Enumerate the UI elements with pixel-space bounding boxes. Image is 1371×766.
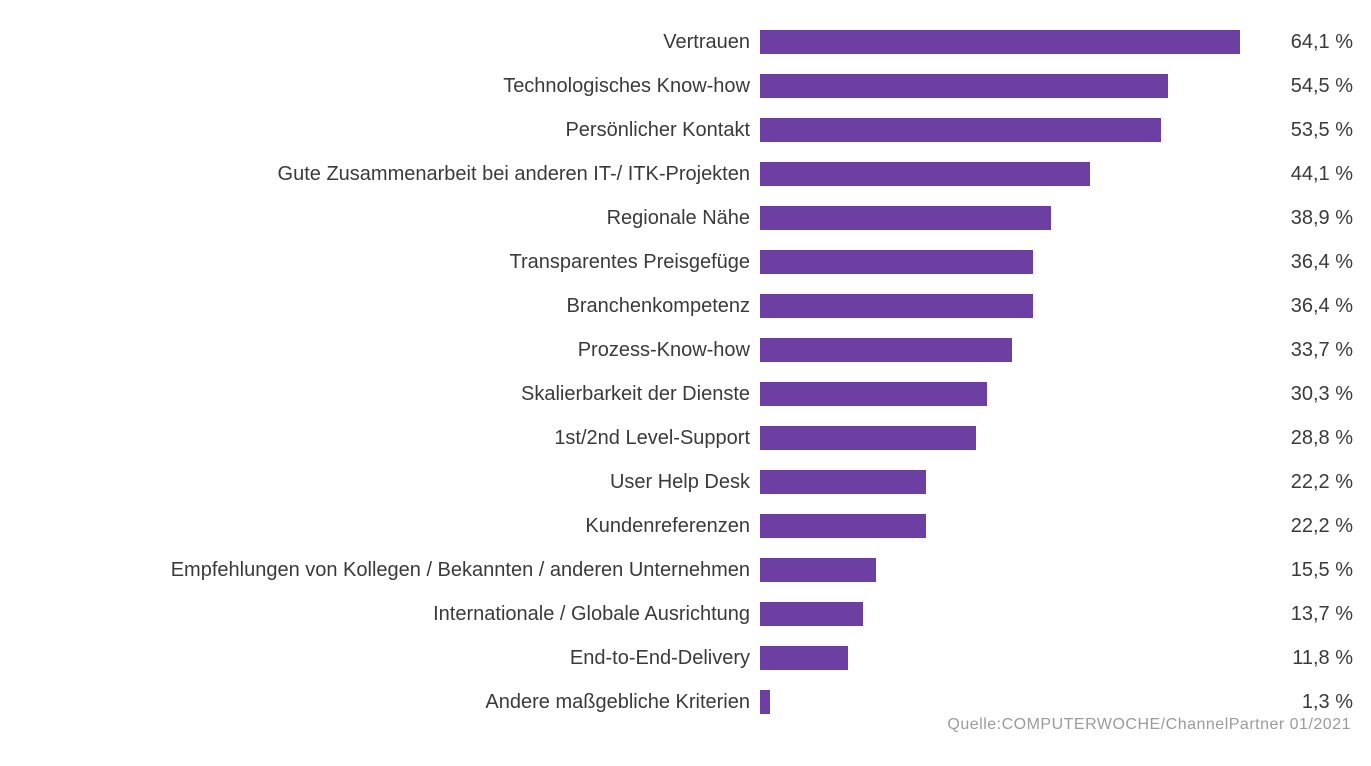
bar-fill bbox=[760, 514, 926, 538]
bar-row: Prozess-Know-how 33,7 % bbox=[0, 328, 1371, 372]
bar-track bbox=[760, 152, 1261, 196]
bar-track bbox=[760, 372, 1261, 416]
bar-label: Technologisches Know-how bbox=[0, 75, 760, 98]
bar-value: 54,5 % bbox=[1261, 75, 1371, 98]
bar-label: Andere maßgebliche Kriterien bbox=[0, 691, 760, 714]
bar-value: 44,1 % bbox=[1261, 163, 1371, 186]
bar-value: 15,5 % bbox=[1261, 559, 1371, 582]
bar-label: Prozess-Know-how bbox=[0, 339, 760, 362]
bar-fill bbox=[760, 382, 987, 406]
bar-row: Internationale / Globale Ausrichtung 13,7… bbox=[0, 592, 1371, 636]
bar-track bbox=[760, 108, 1261, 152]
bar-track bbox=[760, 416, 1261, 460]
bar-fill bbox=[760, 30, 1240, 54]
bar-track bbox=[760, 328, 1261, 372]
bar-label: 1st/2nd Level-Support bbox=[0, 427, 760, 450]
bar-fill bbox=[760, 690, 770, 714]
bar-track bbox=[760, 20, 1261, 64]
bar-value: 30,3 % bbox=[1261, 383, 1371, 406]
bar-track bbox=[760, 592, 1261, 636]
bar-fill bbox=[760, 558, 876, 582]
bar-track bbox=[760, 240, 1261, 284]
bar-label: Persönlicher Kontakt bbox=[0, 119, 760, 142]
bar-row: End-to-End-Delivery 11,8 % bbox=[0, 636, 1371, 680]
bar-value: 1,3 % bbox=[1261, 691, 1371, 714]
bar-fill bbox=[760, 250, 1033, 274]
bar-label: Kundenreferenzen bbox=[0, 515, 760, 538]
bar-label: Empfehlungen von Kollegen / Bekannten / … bbox=[0, 559, 760, 582]
bar-label: Branchenkompetenz bbox=[0, 295, 760, 318]
bar-fill bbox=[760, 338, 1012, 362]
bar-value: 28,8 % bbox=[1261, 427, 1371, 450]
bar-fill bbox=[760, 426, 976, 450]
bar-label: Transparentes Preisgefüge bbox=[0, 251, 760, 274]
bar-track bbox=[760, 460, 1261, 504]
bar-fill bbox=[760, 206, 1051, 230]
bar-row: Regionale Nähe 38,9 % bbox=[0, 196, 1371, 240]
bar-value: 22,2 % bbox=[1261, 515, 1371, 538]
bar-row: Kundenreferenzen 22,2 % bbox=[0, 504, 1371, 548]
bar-row: Gute Zusammenarbeit bei anderen IT-/ ITK… bbox=[0, 152, 1371, 196]
bar-row: Skalierbarkeit der Dienste 30,3 % bbox=[0, 372, 1371, 416]
bar-value: 64,1 % bbox=[1261, 31, 1371, 54]
bar-rows-container: Vertrauen 64,1 % Technologisches Know-how 5… bbox=[0, 20, 1371, 724]
bar-value: 33,7 % bbox=[1261, 339, 1371, 362]
bar-fill bbox=[760, 470, 926, 494]
bar-value: 36,4 % bbox=[1261, 295, 1371, 318]
bar-row: Vertrauen 64,1 % bbox=[0, 20, 1371, 64]
bar-value: 22,2 % bbox=[1261, 471, 1371, 494]
bar-value: 11,8 % bbox=[1261, 647, 1371, 670]
bar-row: 1st/2nd Level-Support 28,8 % bbox=[0, 416, 1371, 460]
horizontal-bar-chart: Vertrauen 64,1 % Technologisches Know-how 5… bbox=[0, 0, 1371, 742]
bar-fill bbox=[760, 118, 1161, 142]
source-citation: Quelle:COMPUTERWOCHE/ChannelPartner 01/2… bbox=[947, 716, 1351, 734]
bar-fill bbox=[760, 162, 1090, 186]
bar-track bbox=[760, 636, 1261, 680]
bar-label: End-to-End-Delivery bbox=[0, 647, 760, 670]
bar-track bbox=[760, 64, 1261, 108]
bar-row: Empfehlungen von Kollegen / Bekannten / … bbox=[0, 548, 1371, 592]
bar-track bbox=[760, 504, 1261, 548]
bar-label: Skalierbarkeit der Dienste bbox=[0, 383, 760, 406]
bar-value: 36,4 % bbox=[1261, 251, 1371, 274]
bar-value: 38,9 % bbox=[1261, 207, 1371, 230]
bar-track bbox=[760, 284, 1261, 328]
bar-fill bbox=[760, 74, 1168, 98]
bar-track bbox=[760, 548, 1261, 592]
bar-fill bbox=[760, 602, 863, 626]
bar-row: Branchenkompetenz 36,4 % bbox=[0, 284, 1371, 328]
bar-track bbox=[760, 196, 1261, 240]
bar-row: Technologisches Know-how 54,5 % bbox=[0, 64, 1371, 108]
bar-row: Transparentes Preisgefüge 36,4 % bbox=[0, 240, 1371, 284]
bar-value: 53,5 % bbox=[1261, 119, 1371, 142]
bar-label: Vertrauen bbox=[0, 31, 760, 54]
bar-row: Persönlicher Kontakt 53,5 % bbox=[0, 108, 1371, 152]
bar-label: User Help Desk bbox=[0, 471, 760, 494]
bar-fill bbox=[760, 646, 848, 670]
bar-fill bbox=[760, 294, 1033, 318]
bar-row: User Help Desk 22,2 % bbox=[0, 460, 1371, 504]
bar-label: Gute Zusammenarbeit bei anderen IT-/ ITK… bbox=[0, 163, 760, 186]
bar-label: Internationale / Globale Ausrichtung bbox=[0, 603, 760, 626]
bar-value: 13,7 % bbox=[1261, 603, 1371, 626]
bar-label: Regionale Nähe bbox=[0, 207, 760, 230]
